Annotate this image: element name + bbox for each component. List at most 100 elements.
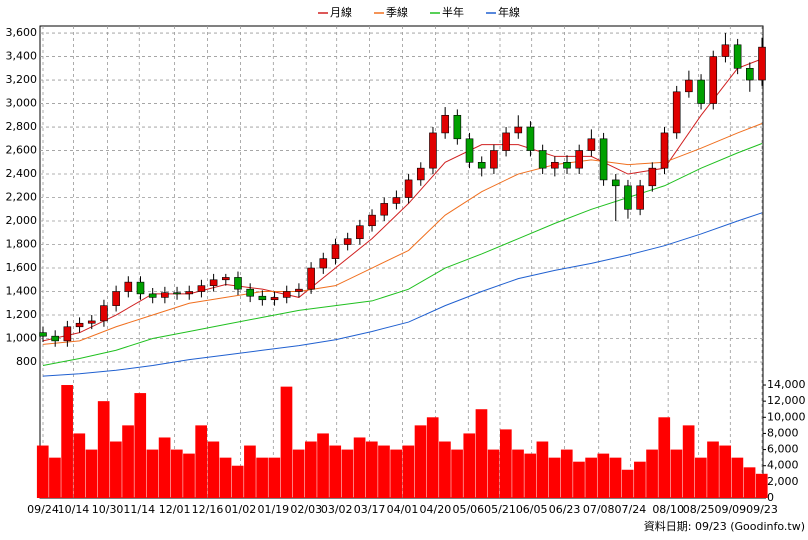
volume-bar — [268, 457, 281, 498]
volume-bar — [512, 449, 524, 498]
legend-label: 季線 — [386, 5, 408, 19]
volume-bar — [36, 445, 49, 498]
candle-body — [709, 56, 718, 104]
volume-bar — [158, 437, 171, 498]
volume-bar — [219, 457, 232, 498]
volume-bar — [195, 425, 208, 498]
volume-tick-label: 4,000 — [767, 459, 799, 472]
volume-bar — [560, 449, 573, 498]
volume-bar — [146, 449, 159, 498]
candle-body — [636, 185, 644, 210]
volume-bar — [682, 425, 695, 498]
candle-body — [624, 185, 632, 210]
volume-bar — [487, 449, 500, 498]
y-tick-label: 800 — [16, 355, 37, 368]
candle-body — [112, 291, 120, 306]
candle-body — [209, 279, 218, 286]
volume-bar — [585, 457, 597, 498]
candle-body — [368, 214, 376, 227]
candle-body — [63, 326, 72, 342]
volume-bar — [670, 449, 683, 498]
candle-body — [514, 126, 523, 134]
y-tick-label: 1,000 — [6, 332, 38, 345]
x-tick-label: 01/19 — [257, 503, 289, 516]
volume-bar — [451, 449, 463, 498]
volume-bar — [49, 457, 61, 498]
volume-bar — [573, 461, 585, 498]
footnote: 資料日期: 09/23 (Goodinfo.tw) — [644, 519, 805, 533]
candle-body — [599, 138, 608, 181]
candle-body — [51, 335, 59, 342]
x-tick-label: 03/17 — [354, 503, 386, 516]
volume-bar — [634, 461, 646, 498]
candle-body — [563, 161, 571, 169]
volume-tick-label: 2,000 — [767, 475, 799, 488]
x-tick-label: 12/16 — [192, 503, 224, 516]
volume-tick-label: 14,000 — [767, 378, 806, 391]
candle-body — [575, 150, 584, 169]
candle-body — [307, 267, 315, 290]
volume-bar — [743, 467, 756, 498]
candle-body — [270, 297, 279, 301]
candle-body — [246, 288, 254, 297]
volume-bar — [365, 441, 378, 498]
volume-bar — [207, 441, 220, 498]
volume-bar — [378, 445, 390, 498]
x-tick-label: 10/14 — [58, 503, 90, 516]
y-tick-label: 3,400 — [6, 50, 38, 63]
volume-bar — [170, 449, 183, 498]
candle-body — [124, 281, 133, 292]
volume-bar — [439, 441, 451, 498]
volume-bar — [317, 433, 329, 498]
volume-bar — [694, 457, 707, 498]
x-tick-label: 12/01 — [159, 503, 191, 516]
volume-bar — [256, 457, 268, 498]
candle-body — [185, 291, 194, 295]
volume-bar — [548, 457, 561, 498]
candle-body — [538, 150, 547, 169]
x-tick-label: 07/24 — [615, 503, 647, 516]
volume-tick-label: 8,000 — [767, 426, 799, 439]
candle-body — [733, 44, 742, 69]
y-tick-label: 2,000 — [6, 214, 38, 227]
x-tick-label: 09/23 — [746, 503, 778, 516]
candle-body — [87, 320, 96, 324]
x-tick-label: 06/05 — [516, 503, 548, 516]
volume-bar — [280, 386, 293, 498]
x-tick-label: 05/06 — [452, 503, 484, 516]
volume-tick-label: 6,000 — [767, 443, 799, 456]
volume-bar — [341, 449, 354, 498]
x-tick-label: 04/20 — [420, 503, 452, 516]
x-tick-label: 08/25 — [683, 503, 715, 516]
volume-bar — [621, 469, 634, 498]
legend-label: 半年 — [442, 5, 464, 19]
candle-body — [477, 161, 486, 169]
volume-bar — [536, 441, 549, 498]
x-tick-label: 02/03 — [290, 503, 322, 516]
candle-body — [161, 292, 169, 298]
volume-bar — [329, 445, 342, 498]
candle-body — [465, 138, 474, 163]
x-tick-label: 03/02 — [321, 503, 353, 516]
candle-body — [234, 277, 242, 290]
y-tick-label: 2,800 — [6, 120, 38, 133]
x-tick-label: 04/01 — [387, 503, 419, 516]
plot-area — [39, 25, 764, 499]
volume-bar — [609, 457, 622, 498]
volume-bar — [122, 425, 134, 498]
volume-bar — [292, 449, 305, 498]
volume-bar — [646, 449, 658, 498]
volume-bar — [707, 441, 719, 498]
volume-bar — [499, 429, 512, 498]
candle-body — [380, 203, 389, 216]
volume-bar — [305, 441, 317, 498]
ma-line — [42, 212, 763, 377]
volume-bar — [475, 409, 488, 498]
candle-body — [295, 288, 303, 292]
candle-body — [502, 132, 510, 151]
volume-tick-label: 0 — [767, 491, 774, 504]
y-tick-label: 2,600 — [6, 144, 38, 157]
x-tick-label: 09/24 — [27, 503, 59, 516]
candle-body — [356, 225, 364, 239]
x-tick-label: 05/21 — [484, 503, 516, 516]
